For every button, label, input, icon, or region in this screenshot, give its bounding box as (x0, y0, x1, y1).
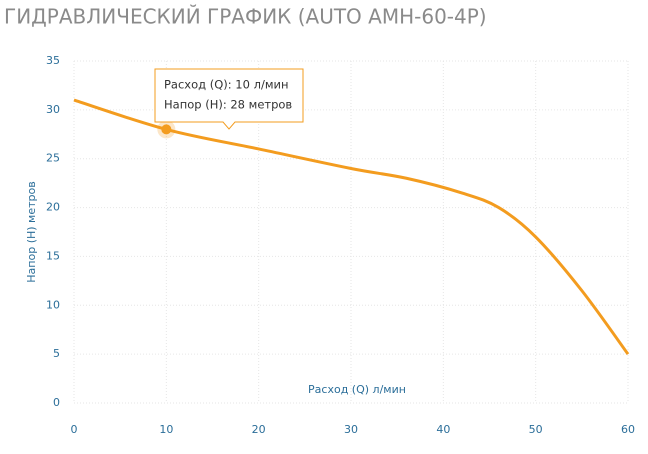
y-tick-label: 10 (46, 298, 60, 311)
y-tick-label: 25 (46, 152, 60, 165)
x-tick-label: 40 (436, 423, 450, 436)
x-tick-label: 30 (344, 423, 358, 436)
y-tick-label: 30 (46, 103, 60, 116)
x-tick-label: 60 (621, 423, 635, 436)
x-tick-label: 50 (529, 423, 543, 436)
tooltip: Расход (Q): 10 л/мин Напор (H): 28 метров (154, 68, 304, 130)
y-tick-label: 15 (46, 249, 60, 262)
point (161, 124, 172, 135)
chart-title: ГИДРАВЛИЧЕСКИЙ ГРАФИК (AUTO АМН-60-4Р) (4, 5, 487, 29)
x-tick-label: 10 (159, 423, 173, 436)
x-axis-label: Расход (Q) л/мин (308, 383, 406, 396)
x-tick-label: 0 (71, 423, 78, 436)
y-tick-label: 0 (53, 396, 60, 409)
tooltip-line: Напор (H): 28 метров (164, 98, 292, 112)
tooltip-box (154, 68, 304, 130)
line (73, 98, 630, 356)
tooltip-line: Расход (Q): 10 л/мин (164, 78, 289, 92)
y-tick-label: 5 (53, 347, 60, 360)
y-axis-label: Напор (H) метров (25, 181, 38, 282)
y-tick-label: 20 (46, 201, 60, 214)
x-tick-label: 20 (252, 423, 266, 436)
y-tick-label: 35 (46, 54, 60, 67)
